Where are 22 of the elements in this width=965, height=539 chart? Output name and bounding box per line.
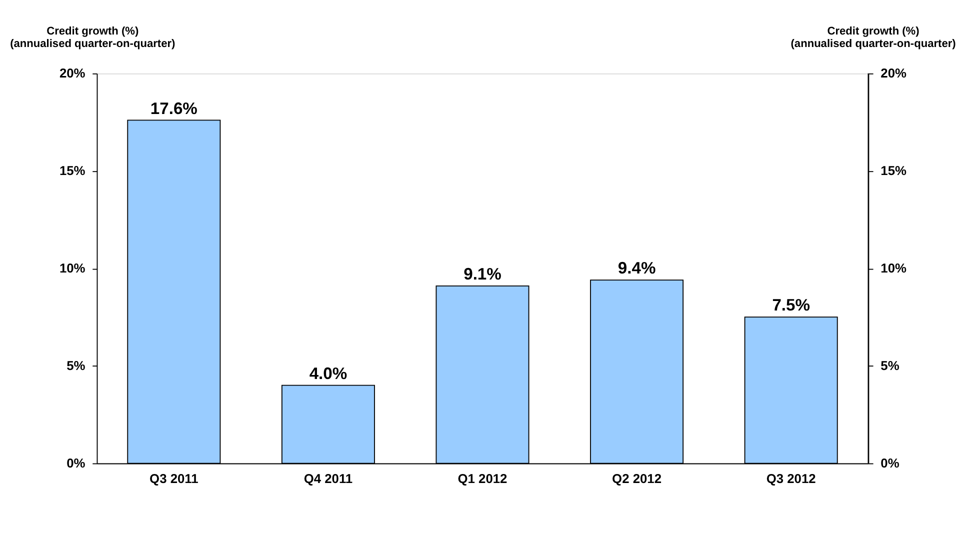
data-label: 17.6% bbox=[150, 98, 198, 118]
y2-tick-label: 5% bbox=[880, 358, 900, 373]
data-label: 9.1% bbox=[464, 264, 502, 284]
y2-tick-label: 20% bbox=[880, 66, 908, 81]
x-tick-label: Q3 2011 bbox=[150, 471, 198, 486]
y-tick-label: 0% bbox=[66, 455, 86, 470]
x-tick-label: Q3 2012 bbox=[766, 471, 816, 486]
data-label: 9.4% bbox=[618, 258, 656, 278]
y2-tick-label: 15% bbox=[880, 163, 908, 178]
y2-tick-label: 10% bbox=[880, 260, 908, 276]
y-tick-label: 15% bbox=[59, 163, 86, 178]
y-tick-label: 5% bbox=[66, 358, 86, 373]
y2-tick-label: 0% bbox=[880, 455, 900, 470]
y-tick-label: 20% bbox=[59, 66, 86, 81]
x-tick-label: Q4 2011 bbox=[304, 471, 353, 486]
x-tick-label: Q1 2012 bbox=[458, 471, 508, 486]
y2-axis-title: Credit growth (%) (annualised quarter-on-quarter) bbox=[790, 25, 956, 50]
y-axis-title: Credit growth (%) (annualised quarter-on-quarter) bbox=[10, 25, 176, 50]
data-label: 7.5% bbox=[772, 296, 810, 315]
data-label: 4.0% bbox=[309, 364, 348, 383]
y-tick-label: 10% bbox=[59, 260, 86, 276]
x-tick-label: Q2 2012 bbox=[612, 471, 662, 486]
